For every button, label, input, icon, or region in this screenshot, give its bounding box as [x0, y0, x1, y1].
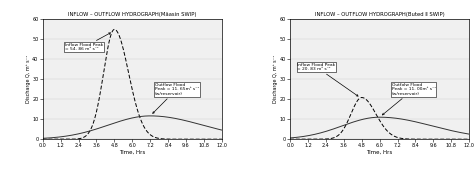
Y-axis label: Discharge Q, m³ s⁻¹: Discharge Q, m³ s⁻¹ [273, 55, 278, 103]
Title: INFLOW – OUTFLOW HYDROGRAPH(Māasin SWIP): INFLOW – OUTFLOW HYDROGRAPH(Māasin SWIP) [68, 12, 197, 17]
Text: Outflow Flood
Peak = 11. 65m³ s⁻¹
(w/reservoir): Outflow Flood Peak = 11. 65m³ s⁻¹ (w/res… [153, 83, 199, 113]
Text: Outfolw Flood
Peak = 11. 00m³ s⁻¹
(w/reservoir): Outfolw Flood Peak = 11. 00m³ s⁻¹ (w/res… [383, 83, 436, 115]
Text: Inflow Flood Peak
= 20. 83 m³ s⁻¹: Inflow Flood Peak = 20. 83 m³ s⁻¹ [298, 63, 358, 96]
X-axis label: Time, Hrs: Time, Hrs [119, 150, 146, 155]
X-axis label: Time, Hrs: Time, Hrs [366, 150, 393, 155]
Y-axis label: Discharge Q, m³ s⁻¹: Discharge Q, m³ s⁻¹ [26, 55, 31, 103]
Text: Inflow Flood Peak
= 54. 86 m³ s⁻¹: Inflow Flood Peak = 54. 86 m³ s⁻¹ [65, 33, 110, 52]
Title: INFLOW – OUTFLOW HYDROGRAPH(Buted Ⅱ SWIP): INFLOW – OUTFLOW HYDROGRAPH(Buted Ⅱ SWIP… [315, 12, 445, 17]
